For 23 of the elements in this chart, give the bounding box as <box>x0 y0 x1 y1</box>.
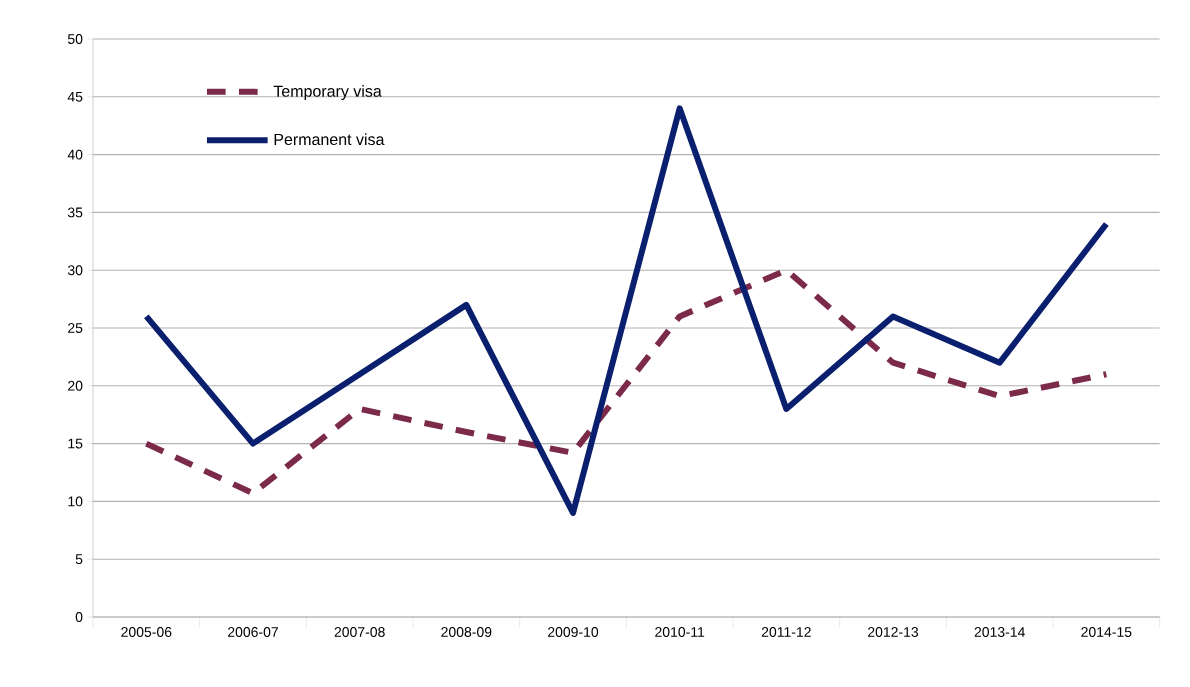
y-tick-label: 0 <box>75 612 83 622</box>
legend-label: Temporary visa <box>273 85 382 100</box>
y-tick-label: 50 <box>67 34 83 44</box>
x-tick-label: 2012-13 <box>868 627 919 637</box>
x-tick-label: 2010-11 <box>655 627 705 637</box>
y-tick-label: 25 <box>68 323 83 333</box>
y-tick-label: 10 <box>68 496 83 507</box>
x-tick-label: 2008-09 <box>441 627 492 637</box>
x-tick-label: 2011-12 <box>761 627 811 637</box>
y-tick-label: 5 <box>75 554 83 565</box>
x-tick-label: 2014-15 <box>1081 627 1132 637</box>
y-tick-label: 45 <box>67 91 83 102</box>
y-tick-label: 40 <box>67 149 83 160</box>
y-tick-label: 35 <box>67 207 83 218</box>
x-tick-label: 2009-10 <box>548 627 599 637</box>
y-tick-label: 20 <box>68 380 83 391</box>
x-tick-label: 2005-06 <box>121 627 172 637</box>
x-tick-label: 2013-14 <box>974 627 1025 637</box>
x-tick-label: 2007-08 <box>334 627 385 637</box>
legend-label: Permanent visa <box>274 133 385 146</box>
y-tick-label: 15 <box>68 438 83 449</box>
x-tick-label: 2006-07 <box>228 627 278 637</box>
y-tick-label: 30 <box>67 265 83 276</box>
